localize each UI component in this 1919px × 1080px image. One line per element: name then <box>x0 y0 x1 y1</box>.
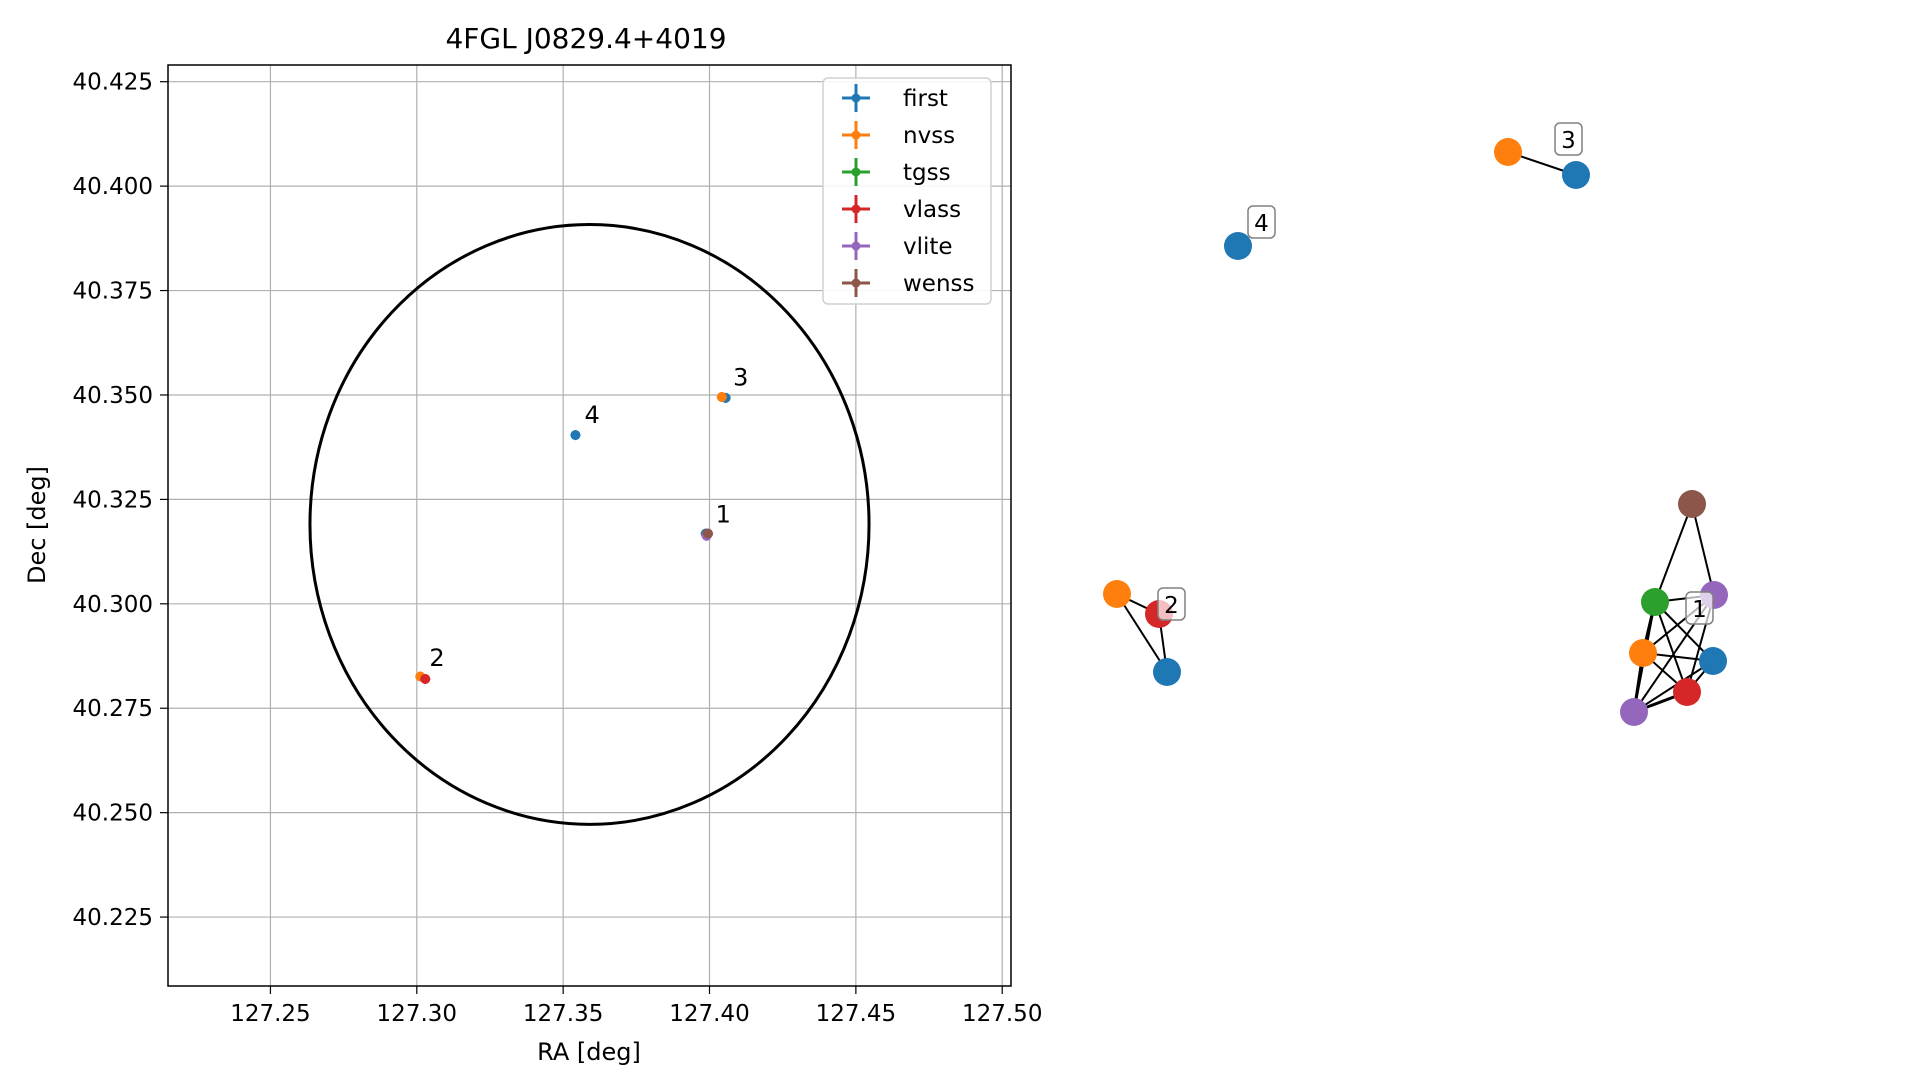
legend-label-wenss: wenss <box>903 271 975 297</box>
x-tick-label: 127.30 <box>377 1001 457 1027</box>
source-points <box>415 392 731 684</box>
y-tick-label: 40.375 <box>73 279 153 305</box>
sky-position-chart: 4FGL J0829.4+4019 1 2 3 4 127.25 127.30 127.3… <box>23 22 1042 1066</box>
legend-marker-vlite <box>851 241 861 251</box>
node-nvss <box>1629 639 1657 667</box>
group-label-1: 1 <box>1685 591 1714 625</box>
axis-ticks: 127.25 127.30 127.35 127.40 127.45 127.50 40.2… <box>73 70 1043 1027</box>
annotation-3: 3 <box>733 363 748 391</box>
y-tick-label: 40.250 <box>73 801 153 827</box>
uncertainty-ellipse-layer <box>308 223 871 826</box>
group-label-3-text: 3 <box>1561 128 1576 154</box>
legend-label-tgss: tgss <box>903 160 951 186</box>
network-nodes <box>1103 138 1728 726</box>
annotation-1: 1 <box>716 500 731 528</box>
legend: first nvss tgss vlass vlite wenss <box>822 77 992 305</box>
network-edge <box>1654 503 1693 603</box>
association-network-graph: 4 3 2 1 <box>1103 122 1728 726</box>
network-edge <box>1116 593 1168 673</box>
group-label-3: 3 <box>1554 122 1583 156</box>
y-tick-label: 40.225 <box>73 905 153 931</box>
annotation-4: 4 <box>584 401 599 429</box>
uncertainty-ellipse <box>308 223 871 826</box>
x-axis-label: RA [deg] <box>537 1038 641 1066</box>
group-label-1-text: 1 <box>1692 597 1707 623</box>
source-annotations: 1 2 3 4 <box>429 363 748 672</box>
y-tick-label: 40.350 <box>73 383 153 409</box>
data-point-wenss <box>703 528 714 539</box>
y-tick-label: 40.300 <box>73 592 153 618</box>
legend-label-vlass: vlass <box>903 197 961 223</box>
y-axis-label: Dec [deg] <box>23 466 51 584</box>
node-vlite <box>1620 698 1648 726</box>
group-label-2-text: 2 <box>1164 593 1179 619</box>
legend-marker-tgss <box>851 167 861 177</box>
node-first <box>1699 647 1727 675</box>
chart-title: 4FGL J0829.4+4019 <box>445 22 726 55</box>
annotation-2: 2 <box>429 644 444 672</box>
legend-marker-wenss <box>851 278 861 288</box>
network-edge <box>1691 503 1715 596</box>
node-nvss <box>1494 138 1522 166</box>
node-first <box>1153 658 1181 686</box>
node-nvss <box>1103 580 1131 608</box>
network-edges <box>1116 151 1715 714</box>
legend-label-first: first <box>903 86 948 112</box>
network-edge <box>1633 660 1714 713</box>
group-label-2: 2 <box>1157 587 1186 621</box>
node-first <box>1562 161 1590 189</box>
y-tick-label: 40.325 <box>73 487 153 513</box>
network-group-labels: 4 3 2 1 <box>1157 122 1714 625</box>
legend-marker-nvss <box>851 130 861 140</box>
group-label-4-text: 4 <box>1254 211 1269 237</box>
node-first <box>1224 232 1252 260</box>
data-point-vlass <box>420 674 431 684</box>
legend-marker-vlass <box>851 204 861 214</box>
x-tick-label: 127.40 <box>669 1001 749 1027</box>
node-wenss <box>1678 490 1706 518</box>
node-tgss <box>1641 588 1669 616</box>
legend-label-nvss: nvss <box>903 123 955 149</box>
x-tick-label: 127.35 <box>523 1001 603 1027</box>
data-point-first <box>570 430 581 441</box>
y-tick-label: 40.425 <box>73 70 153 96</box>
x-tick-label: 127.25 <box>230 1001 310 1027</box>
network-edge <box>1654 601 1688 693</box>
data-point-nvss <box>716 392 727 403</box>
legend-label-vlite: vlite <box>903 234 953 260</box>
node-vlass <box>1673 678 1701 706</box>
y-tick-label: 40.400 <box>73 174 153 200</box>
y-tick-label: 40.275 <box>73 696 153 722</box>
x-tick-label: 127.50 <box>962 1001 1042 1027</box>
plot-frame <box>167 64 1012 987</box>
x-tick-label: 127.45 <box>816 1001 896 1027</box>
group-label-4: 4 <box>1247 205 1276 239</box>
legend-marker-first <box>851 93 861 103</box>
